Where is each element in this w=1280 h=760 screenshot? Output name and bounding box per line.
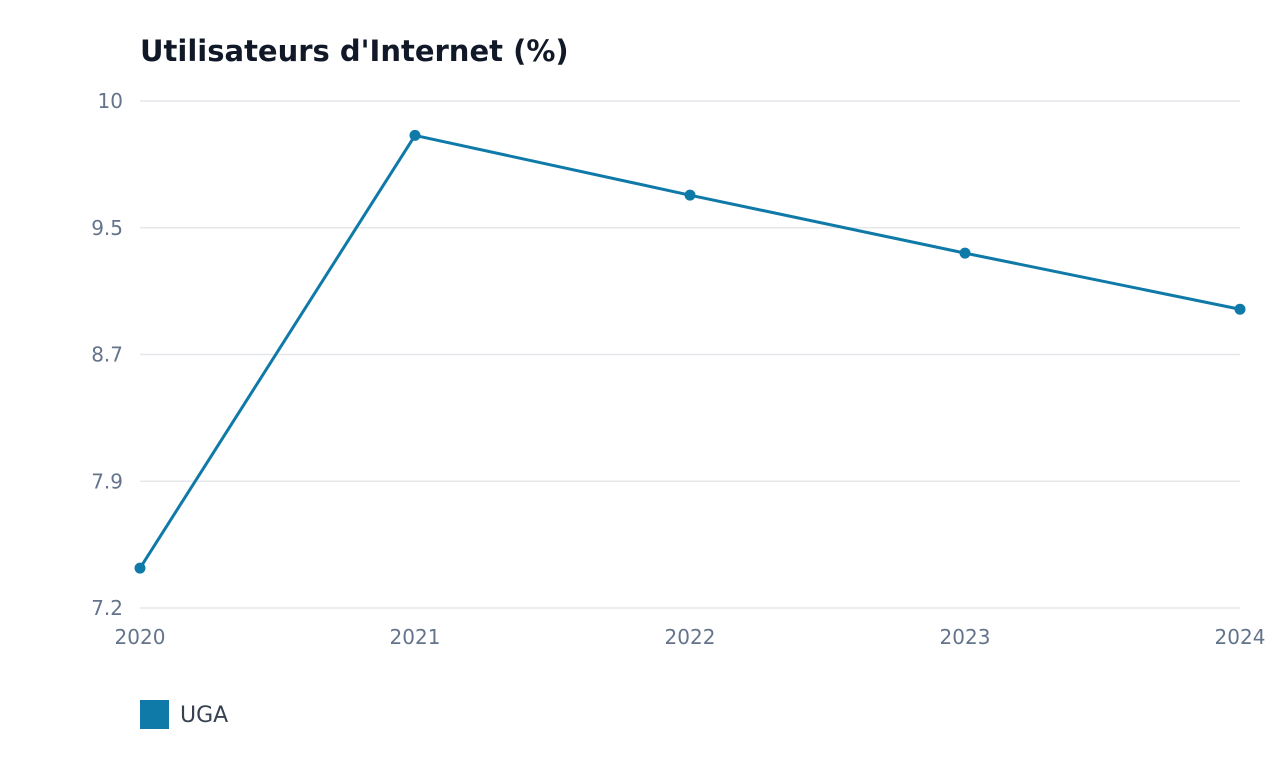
data-point-uga	[134, 562, 146, 574]
y-axis-ticks: 10 9.5 8.7 7.9 7.2	[91, 89, 123, 620]
data-point-uga	[1234, 303, 1246, 315]
x-tick-label: 2024	[1215, 625, 1266, 649]
data-point-uga	[959, 247, 971, 259]
x-tick-label: 2020	[115, 625, 166, 649]
y-tick-label: 10	[98, 89, 123, 113]
chart-title: Utilisateurs d'Internet (%)	[140, 34, 569, 68]
y-tick-label: 7.9	[91, 469, 123, 493]
legend-label-uga: UGA	[180, 703, 228, 728]
series-points	[134, 129, 1246, 574]
x-tick-label: 2023	[940, 625, 991, 649]
y-tick-label: 8.7	[91, 343, 123, 367]
x-tick-label: 2021	[390, 625, 441, 649]
data-point-uga	[409, 129, 421, 141]
x-tick-label: 2022	[665, 625, 716, 649]
data-point-uga	[684, 189, 696, 201]
y-tick-label: 7.2	[91, 596, 123, 620]
x-axis-ticks: 2020 2021 2022 2023 2024	[115, 625, 1266, 649]
grid	[140, 100, 1240, 609]
y-tick-label: 9.5	[91, 216, 123, 240]
legend-swatch-uga	[140, 700, 169, 729]
legend: UGA	[140, 700, 228, 729]
